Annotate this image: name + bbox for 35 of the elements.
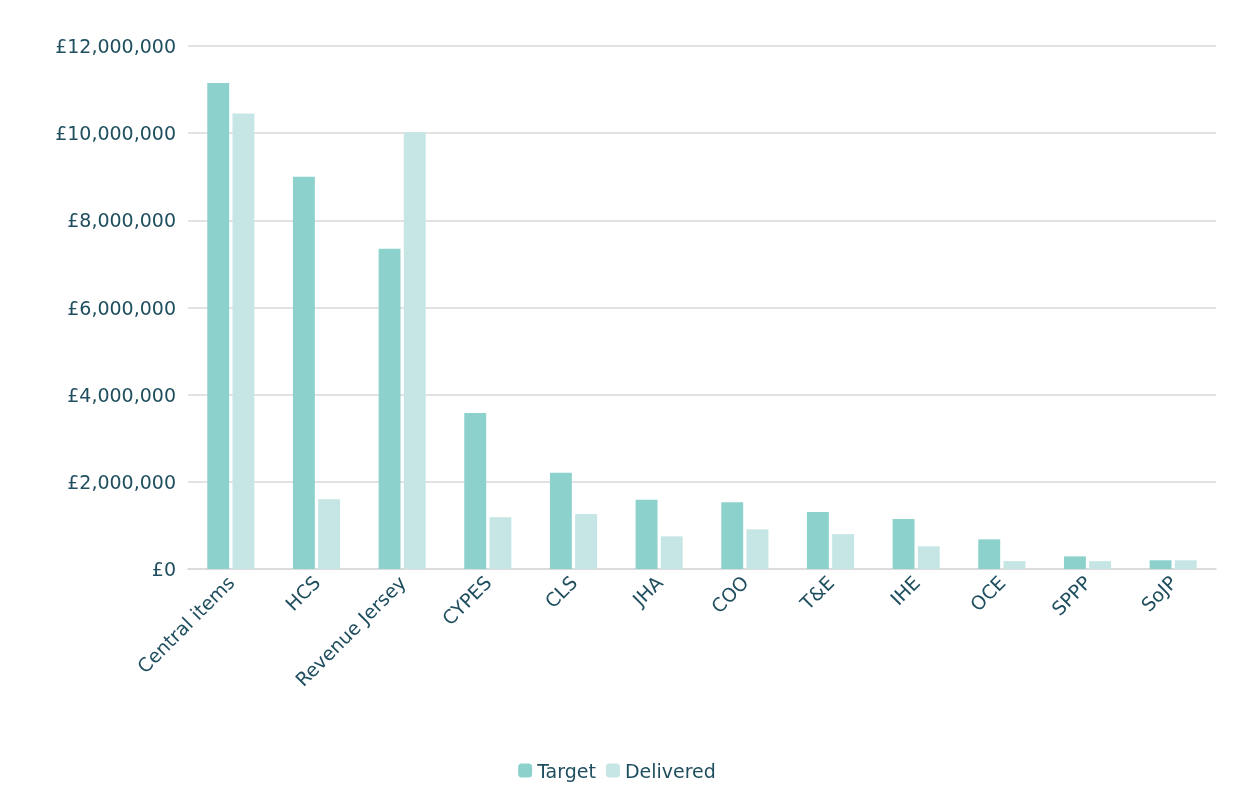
legend-label: Delivered: [624, 759, 716, 782]
bar: [378, 248, 401, 569]
bar: [635, 499, 658, 569]
bar: [207, 83, 230, 569]
bar: [806, 511, 829, 569]
bar: [1063, 556, 1086, 569]
y-tick-label: £0: [151, 558, 176, 580]
bar: [489, 517, 512, 569]
bar: [892, 518, 915, 569]
bar: [575, 514, 598, 569]
bar: [318, 499, 341, 569]
bar: [978, 539, 1001, 569]
x-tick-label: IHE: [885, 571, 924, 610]
bar: [1149, 560, 1172, 569]
x-tick-label: CLS: [540, 571, 582, 613]
bar: [746, 529, 769, 569]
bar: [232, 113, 255, 569]
bar: [1174, 560, 1197, 569]
bar: [549, 472, 572, 569]
bar: [464, 412, 487, 569]
y-tick-label: £12,000,000: [55, 35, 176, 57]
y-tick-label: £8,000,000: [67, 209, 176, 232]
legend-label: Target: [536, 759, 596, 782]
bar: [917, 546, 940, 569]
bar: [660, 536, 683, 569]
bar: [721, 502, 744, 569]
y-tick-label: £10,000,000: [55, 122, 176, 145]
y-tick-label: £2,000,000: [67, 470, 176, 493]
y-tick-label: £6,000,000: [67, 296, 176, 319]
bar: [832, 534, 855, 569]
bar: [292, 176, 315, 569]
bar: [1003, 561, 1026, 569]
y-tick-label: £4,000,000: [67, 383, 176, 406]
bar: [1089, 561, 1112, 569]
bar: [403, 132, 426, 569]
